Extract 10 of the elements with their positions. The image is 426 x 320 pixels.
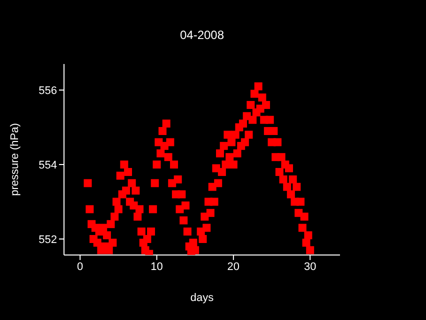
chart-title: 04-2008 <box>178 28 226 42</box>
x-tick-label: 20 <box>227 260 240 273</box>
y-tick-label: 552 <box>38 234 57 246</box>
x-tick-label: 10 <box>150 260 163 273</box>
y-axis-title: pressure (hPa) <box>8 123 21 196</box>
x-tick-label: 0 <box>77 260 84 273</box>
x-axis-title: days <box>190 292 214 304</box>
y-tick-label: 556 <box>38 84 57 97</box>
y-tick-label: 554 <box>38 159 57 172</box>
x-tick-label: 30 <box>304 260 316 273</box>
